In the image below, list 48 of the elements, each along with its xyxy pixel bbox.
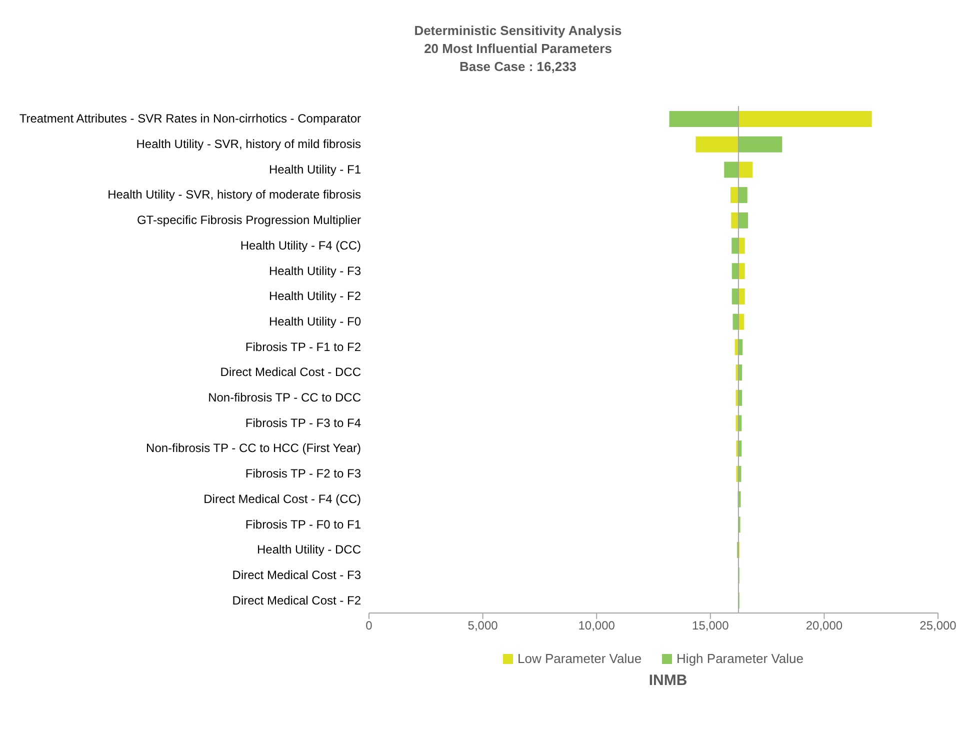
bar <box>732 263 738 280</box>
bar <box>738 288 745 304</box>
chart-title: Deterministic Sensitivity Analysis <box>413 22 623 40</box>
y-tick-label: Health Utility - F3 <box>268 264 362 278</box>
y-tick-label: Health Utility - F1 <box>268 162 362 176</box>
x-tick-label: 25,000 <box>920 618 957 633</box>
y-tick-label: Non-fibrosis TP - CC to HCC (First Year) <box>146 441 361 456</box>
bar <box>724 162 738 178</box>
bar <box>738 263 745 280</box>
legend-label: Low Parameter Value <box>518 651 642 666</box>
y-tick-label: Fibrosis TP - F1 to F2 <box>245 340 362 354</box>
y-tick-label: Non-fibrosis TP - CC to DCC <box>208 390 362 405</box>
x-tick-label: 5,000 <box>468 618 498 633</box>
bar <box>732 238 738 254</box>
y-tick-label: Direct Medical Cost - F2 <box>232 593 362 608</box>
bar <box>738 212 748 228</box>
y-tick-label: Fibrosis TP - F0 to F1 <box>245 517 362 532</box>
x-tick-label: 0 <box>366 618 373 633</box>
y-tick-label: Direct Medical Cost - F3 <box>232 568 362 582</box>
x-tick-label: 10,000 <box>578 618 616 633</box>
legend-label: High Parameter Value <box>676 651 804 666</box>
text: Base Case : 16,233 <box>458 58 578 76</box>
y-tick-label: Direct Medical Cost - DCC <box>220 365 362 380</box>
bar <box>738 187 748 204</box>
y-tick-label: Fibrosis TP - F2 to F3 <box>245 466 362 481</box>
bar <box>730 187 738 204</box>
bar <box>732 288 738 304</box>
y-tick-label: Health Utility - SVR, history of moderate fibrosis <box>108 188 361 202</box>
bar <box>738 136 782 152</box>
x-tick-label: 15,000 <box>692 618 730 633</box>
x-tick-label: 20,000 <box>806 618 843 633</box>
bar <box>738 111 872 127</box>
y-tick-label: Health Utility - F0 <box>268 314 362 328</box>
bar <box>696 136 738 152</box>
y-tick-label: Direct Medical Cost - F4 (CC) <box>204 492 361 506</box>
y-tick-label: Health Utility - SVR, history of mild fibrosis <box>136 137 361 152</box>
x-axis-title: INMB <box>648 672 688 689</box>
y-tick-label: Health Utility - DCC <box>256 542 362 557</box>
y-tick-label: Health Utility - F4 (CC) <box>240 238 361 252</box>
chart-subtitle: 20 Most Influential Parameters <box>423 40 613 58</box>
bar <box>738 162 753 178</box>
y-tick-label: Health Utility - F2 <box>268 289 362 304</box>
bar <box>738 238 745 254</box>
y-tick-label: Fibrosis TP - F3 to F4 <box>245 416 362 430</box>
y-tick-label: GT-specific Fibrosis Progression Multiplier <box>136 213 362 228</box>
y-tick-label: Treatment Attributes - SVR Rates in Non-cirrhotics - Comparator <box>19 112 361 126</box>
bar <box>731 212 738 228</box>
bar <box>669 111 738 127</box>
